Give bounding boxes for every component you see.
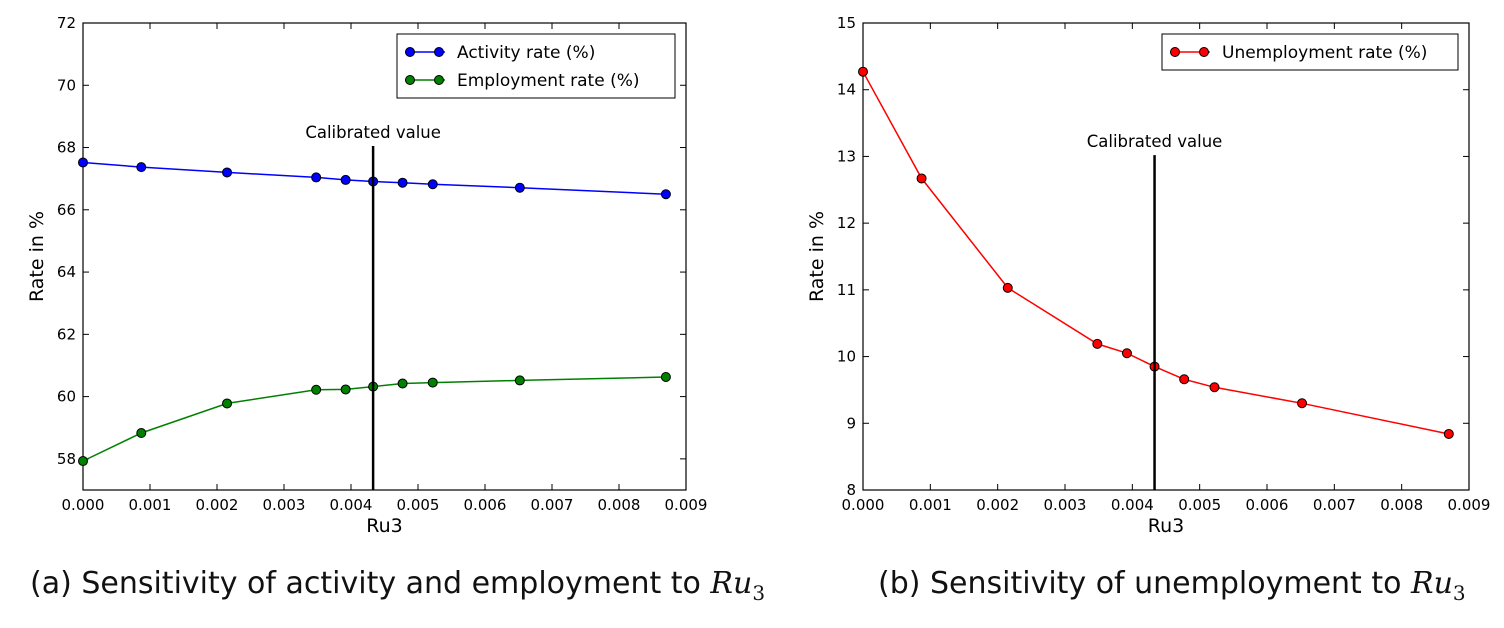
data-point <box>1002 282 1013 293</box>
x-tick-label: 0.008 <box>1380 496 1423 514</box>
series-line <box>82 376 666 462</box>
legend-swatch-marker <box>405 47 415 57</box>
data-point <box>1179 374 1190 385</box>
y-tick-label: 62 <box>57 325 76 343</box>
x-tick-label: 0.006 <box>1246 496 1289 514</box>
data-point <box>340 174 351 185</box>
x-tick-label: 0.005 <box>1178 496 1221 514</box>
legend-box <box>396 33 676 99</box>
plot-frame <box>82 22 687 491</box>
plot-frame <box>862 22 1470 491</box>
data-point <box>1443 428 1454 439</box>
x-tick-label: 0.000 <box>842 496 885 514</box>
data-point <box>1121 348 1132 359</box>
x-tick-label: 0.008 <box>598 496 641 514</box>
x-tick-label: 0.007 <box>1313 496 1356 514</box>
caption-b-math-sub: 3 <box>1452 581 1466 605</box>
legend-swatch-marker <box>1199 47 1209 57</box>
y-tick-label: 15 <box>837 14 856 32</box>
y-tick-label: 13 <box>837 147 856 165</box>
x-tick-label: 0.000 <box>62 496 105 514</box>
x-tick-label: 0.002 <box>976 496 1019 514</box>
data-point <box>660 371 671 382</box>
data-point <box>660 189 671 200</box>
data-point <box>222 167 233 178</box>
data-point <box>397 177 408 188</box>
y-tick-label: 14 <box>837 81 856 99</box>
legend-swatch-marker <box>405 75 415 85</box>
x-tick-label: 0.002 <box>196 496 239 514</box>
x-tick-label: 0.006 <box>464 496 507 514</box>
series-line <box>82 161 666 195</box>
y-tick-label: 10 <box>837 348 856 366</box>
legend-label: Activity rate (%) <box>457 43 595 63</box>
data-point <box>78 456 88 467</box>
data-point <box>427 179 438 190</box>
data-point <box>311 172 322 183</box>
caption-a-text: (a) Sensitivity of activity and employme… <box>30 566 711 601</box>
x-tick-label: 0.005 <box>397 496 440 514</box>
caption-a-math-base: Ru <box>710 566 753 601</box>
y-tick-label: 12 <box>837 214 856 232</box>
legend-swatch-marker <box>434 47 444 57</box>
data-point <box>427 377 438 388</box>
chart-a: 0.000 0.001 0.002 0.003 0.004 0.005 0.006 0.007… <box>26 14 707 537</box>
caption-b-text: (b) Sensitivity of unemployment to <box>878 566 1411 601</box>
y-tick-label: 72 <box>57 14 76 32</box>
y-tick-label: 68 <box>57 139 76 157</box>
x-tick-label: 0.003 <box>263 496 306 514</box>
y-tick-label: 64 <box>57 263 76 281</box>
x-tick-label: 0.004 <box>1111 496 1154 514</box>
legend-box <box>1161 33 1459 71</box>
data-point <box>340 384 351 395</box>
data-point <box>397 378 408 389</box>
data-point <box>222 398 233 409</box>
caption-b-math: Ru3 <box>1411 566 1466 605</box>
x-tick-label: 0.003 <box>1044 496 1087 514</box>
caption-b-math-base: Ru <box>1411 566 1453 601</box>
x-tick-label: 0.009 <box>1448 496 1491 514</box>
x-tick-label: 0.004 <box>330 496 373 514</box>
chart-b: 0.000 0.001 0.002 0.003 0.004 0.005 0.006 0.007… <box>806 14 1490 537</box>
x-axis-label: Ru3 <box>366 515 402 537</box>
data-point <box>514 182 525 193</box>
data-point <box>311 384 322 395</box>
x-tick-label: 0.001 <box>129 496 172 514</box>
caption-a-math: Ru3 <box>710 566 765 605</box>
caption-b: (b) Sensitivity of unemployment to Ru3 <box>878 566 1466 605</box>
x-tick-label: 0.007 <box>531 496 574 514</box>
y-tick-label: 60 <box>57 388 76 406</box>
y-tick-label: 11 <box>837 281 856 299</box>
data-point <box>858 66 868 77</box>
data-point <box>1297 398 1308 409</box>
x-tick-label: 0.009 <box>665 496 708 514</box>
x-tick-label: 0.001 <box>909 496 952 514</box>
legend-swatch-marker <box>1170 47 1180 57</box>
series-line <box>862 71 1449 435</box>
data-point <box>916 173 927 184</box>
calibrated-value-label: Calibrated value <box>305 123 441 142</box>
legend-swatch-marker <box>434 75 444 85</box>
data-point <box>1209 382 1220 393</box>
legend-label: Unemployment rate (%) <box>1222 43 1427 63</box>
caption-a: (a) Sensitivity of activity and employme… <box>30 566 765 605</box>
y-axis-label: Rate in % <box>26 211 48 302</box>
x-axis-label: Ru3 <box>1148 515 1184 537</box>
calibrated-value-label: Calibrated value <box>1087 132 1223 151</box>
caption-a-math-sub: 3 <box>752 581 766 605</box>
legend-label: Employment rate (%) <box>457 71 640 91</box>
data-point <box>136 162 147 173</box>
y-tick-label: 58 <box>57 450 76 468</box>
y-axis-label: Rate in % <box>806 211 828 302</box>
data-point <box>1092 338 1103 349</box>
y-tick-label: 8 <box>846 481 856 499</box>
data-point <box>78 157 88 168</box>
y-tick-label: 66 <box>57 201 76 219</box>
data-point <box>514 375 525 386</box>
y-tick-label: 9 <box>846 414 856 432</box>
data-point <box>136 428 147 439</box>
y-tick-label: 70 <box>57 76 76 94</box>
